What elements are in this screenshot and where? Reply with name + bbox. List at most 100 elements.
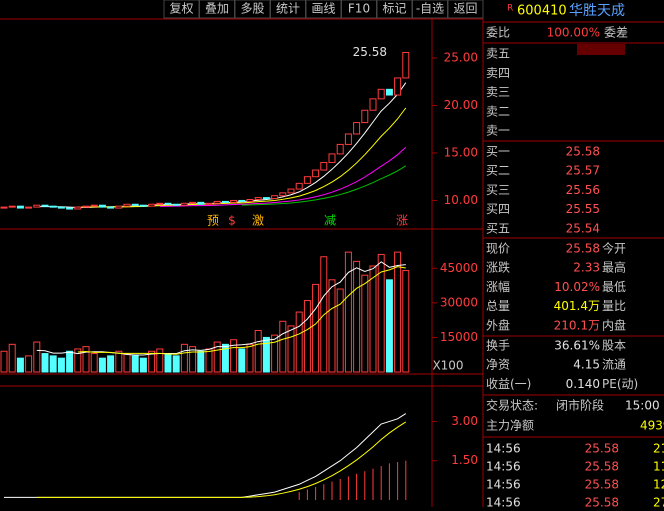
y-tick-label: 10.00 bbox=[444, 193, 478, 207]
last-price-label: 25.58 bbox=[353, 45, 387, 59]
toolbar-label: 多股 bbox=[240, 2, 264, 16]
volume-bar bbox=[25, 355, 33, 373]
candle bbox=[246, 199, 254, 202]
volume-bar bbox=[213, 341, 221, 373]
value: 100.00% bbox=[547, 26, 600, 40]
volume-bar bbox=[205, 348, 213, 373]
toolbar-button[interactable] bbox=[447, 0, 484, 19]
unit-label: X100 bbox=[432, 359, 463, 373]
volume-bar bbox=[66, 350, 74, 373]
candle bbox=[303, 176, 311, 184]
label: 流通 bbox=[602, 358, 626, 372]
candle bbox=[180, 202, 188, 206]
volume-bar bbox=[377, 253, 385, 373]
candle bbox=[213, 200, 221, 204]
y-tick-label: 45000 bbox=[440, 261, 478, 275]
signal-marker: $ bbox=[228, 214, 236, 228]
y-tick-label: 20.00 bbox=[444, 98, 478, 112]
ask-label: 卖五 bbox=[486, 47, 510, 61]
candle bbox=[402, 51, 410, 79]
volume-bar bbox=[57, 357, 65, 373]
tick-volume: 21 bbox=[653, 442, 664, 456]
y-tick-label: 25.00 bbox=[444, 50, 478, 64]
volume-bar bbox=[16, 357, 24, 373]
volume-bar bbox=[164, 353, 172, 373]
volume-bar bbox=[353, 260, 361, 373]
y-tick-label: 15.00 bbox=[444, 145, 478, 159]
volume-bar bbox=[262, 336, 270, 373]
candle bbox=[295, 182, 303, 190]
candle bbox=[336, 143, 344, 155]
label: 换手 bbox=[486, 339, 510, 353]
volume-bar bbox=[41, 353, 49, 373]
volume-bar bbox=[107, 355, 115, 373]
label: PE(动) bbox=[602, 377, 638, 391]
volume-bar bbox=[394, 251, 402, 373]
candle bbox=[98, 204, 106, 208]
toolbar-label: -自选 bbox=[416, 2, 444, 16]
value: 36.61% bbox=[554, 339, 600, 353]
volume-bar bbox=[230, 339, 238, 373]
tick-time: 14:56 bbox=[486, 478, 521, 492]
volume-bar bbox=[361, 274, 369, 373]
volume-bar bbox=[8, 343, 16, 373]
candle bbox=[66, 207, 74, 210]
toolbar-label: 画线 bbox=[311, 2, 335, 16]
candle bbox=[320, 161, 328, 171]
volume-bar bbox=[246, 343, 254, 373]
signal-marker: 涨 bbox=[396, 213, 408, 228]
label: 涨幅 bbox=[486, 279, 510, 294]
tick-price: 25.58 bbox=[585, 460, 619, 474]
bid-label: 买二 bbox=[486, 164, 510, 178]
ma-line bbox=[241, 165, 407, 206]
candle bbox=[16, 205, 24, 209]
volume-bar bbox=[180, 343, 188, 373]
candle bbox=[139, 204, 147, 207]
tick-price: 25.58 bbox=[585, 442, 619, 456]
toolbar-label: F10 bbox=[348, 2, 370, 16]
volume-bar bbox=[33, 341, 41, 373]
ask-label: 卖一 bbox=[486, 124, 510, 138]
bid-label: 买三 bbox=[486, 183, 510, 197]
volume-bar bbox=[402, 270, 410, 373]
label: 内盘 bbox=[602, 317, 626, 332]
label: 股本 bbox=[602, 339, 626, 353]
candle bbox=[8, 205, 16, 208]
candle bbox=[279, 192, 287, 197]
bid-price: 25.58 bbox=[566, 145, 600, 159]
label: 量比 bbox=[602, 299, 626, 313]
ask-label: 卖二 bbox=[486, 104, 510, 118]
toolbar-label: 复权 bbox=[169, 2, 193, 16]
candle bbox=[344, 133, 352, 145]
volume-bar bbox=[115, 350, 123, 373]
candle bbox=[90, 204, 98, 207]
y-tick-label: 15000 bbox=[440, 330, 478, 344]
y-tick-label: 1.50 bbox=[451, 453, 478, 467]
tick-price: 25.58 bbox=[585, 478, 619, 492]
signal-marker: 激 bbox=[252, 214, 264, 228]
candle bbox=[287, 188, 295, 194]
label: 现价 bbox=[486, 242, 510, 256]
ask-label: 卖三 bbox=[486, 85, 510, 99]
tick-volume: 11 bbox=[653, 460, 664, 474]
candle bbox=[377, 88, 385, 100]
tick-time: 14:56 bbox=[486, 460, 521, 474]
volume-bar bbox=[279, 320, 287, 373]
bid-label: 买四 bbox=[486, 202, 510, 216]
value: 25.58 bbox=[566, 242, 600, 256]
toolbar-label: 叠加 bbox=[205, 2, 229, 16]
candle bbox=[221, 200, 229, 203]
value: 401.4万 bbox=[554, 299, 600, 313]
candle bbox=[57, 206, 65, 209]
volume-bar bbox=[221, 343, 229, 373]
candle bbox=[74, 206, 82, 210]
volume-bar bbox=[295, 311, 303, 373]
label: 总量 bbox=[486, 299, 510, 313]
candle bbox=[107, 206, 115, 209]
stock-name: 华胜天成 bbox=[569, 3, 625, 19]
label: 今开 bbox=[602, 241, 626, 256]
value: 210.1万 bbox=[554, 318, 600, 332]
candle bbox=[0, 206, 8, 209]
signal-marker: 减 bbox=[324, 214, 336, 228]
volume-bar bbox=[172, 355, 180, 373]
